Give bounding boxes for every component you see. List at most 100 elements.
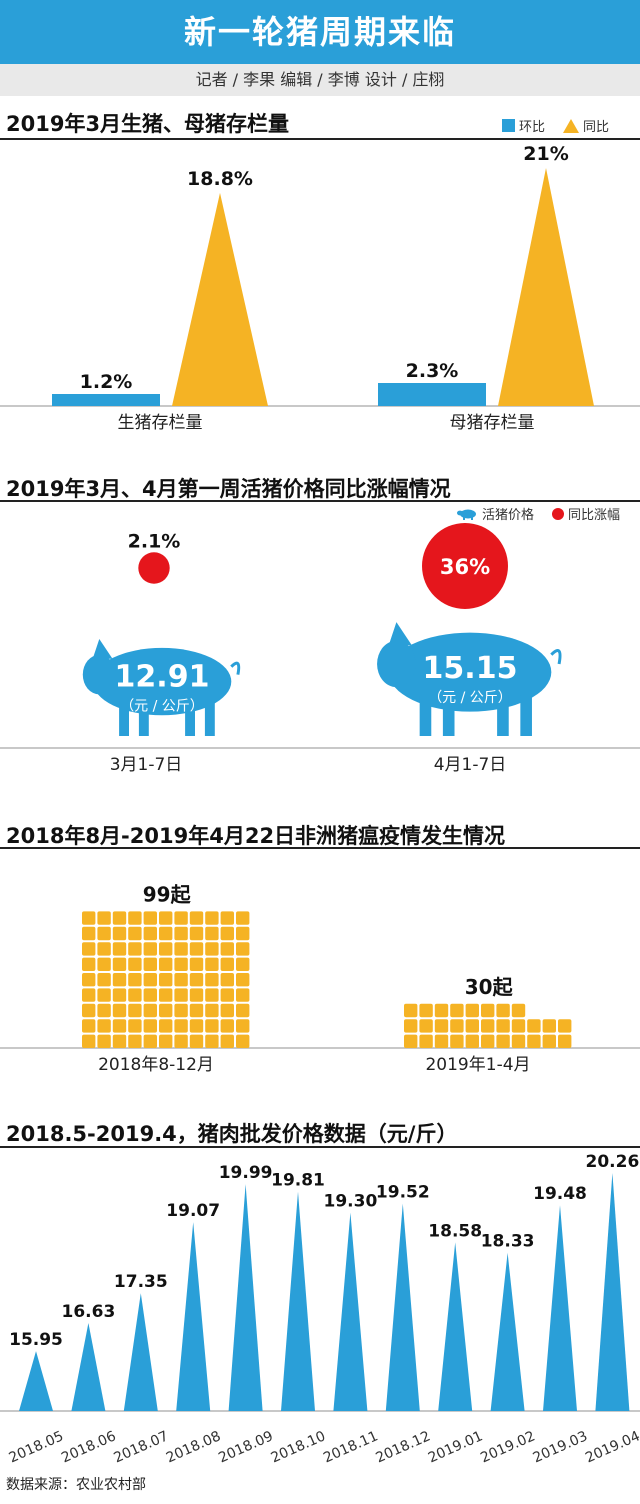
case-cell — [236, 973, 250, 987]
case-cell — [112, 988, 127, 1002]
chart-swine-fever: 99起 2018年8-12月 30起 2019年1-4月 — [0, 882, 640, 1075]
pig-price-mark — [82, 638, 241, 736]
case-cell — [112, 942, 127, 956]
case-cell — [128, 973, 142, 987]
case-cell — [450, 1034, 464, 1048]
price-spike — [595, 1173, 630, 1411]
chart-livestock-stock: 1.2% 18.8% 生猪存栏量 2.3% 21% 母猪存栏量 — [0, 143, 640, 433]
case-cell — [465, 1019, 479, 1033]
credits-line: 记者 / 李果 编辑 / 李博 设计 / 庄栩 — [0, 64, 640, 96]
section4-title: 2018.5-2019.4，猪肉批发价格数据（元/斤） — [6, 1122, 458, 1146]
case-cell — [143, 973, 157, 987]
growth-dot — [422, 523, 508, 609]
case-cell — [143, 1019, 157, 1033]
case-cell — [97, 942, 111, 956]
pig-leg — [520, 695, 532, 736]
legend-mom-label: 环比 — [519, 120, 546, 135]
case-cell — [434, 1019, 449, 1033]
case-cell — [542, 1019, 556, 1033]
price-unit-label: （元 / 公斤） — [120, 699, 204, 715]
growth-value-label: 2.1% — [128, 530, 181, 552]
mom-value-label: 1.2% — [80, 371, 133, 393]
case-cell — [128, 1003, 142, 1018]
pig-price-mark — [377, 622, 562, 736]
case-cell — [159, 1034, 173, 1048]
section1-legend: 环比 同比 — [502, 116, 609, 135]
case-cell — [496, 1003, 510, 1018]
case-cell — [112, 973, 127, 987]
month-tick-label: 2019.01 — [426, 1428, 485, 1466]
case-cell — [128, 1019, 142, 1033]
case-cell — [511, 1003, 526, 1018]
case-cell — [82, 942, 96, 956]
case-cell — [236, 988, 250, 1002]
case-cell — [236, 1019, 250, 1033]
case-cell — [97, 1019, 111, 1033]
case-cell — [97, 973, 111, 987]
case-cell — [128, 911, 142, 925]
section2-legend: 活猪价格 同比涨幅 — [456, 504, 620, 523]
case-cell — [434, 1003, 449, 1018]
category-label: 3月1-7日 — [110, 755, 183, 775]
case-cell — [189, 973, 204, 987]
category-label: 母猪存栏量 — [450, 413, 535, 433]
pig-head — [377, 640, 416, 688]
legend-triangle-icon — [563, 118, 580, 133]
case-cell — [496, 1034, 510, 1048]
price-value-label: 19.30 — [324, 1192, 378, 1212]
price-value-label: 19.52 — [376, 1183, 430, 1203]
case-cell — [82, 1034, 96, 1048]
price-spike — [543, 1205, 577, 1411]
price-spike — [281, 1191, 315, 1411]
case-cell — [404, 1003, 418, 1018]
case-cell — [481, 1003, 495, 1018]
case-cell — [174, 988, 188, 1002]
case-cell — [527, 1019, 541, 1033]
case-cell — [220, 988, 234, 1002]
case-cell — [128, 1034, 142, 1048]
price-spike — [490, 1252, 525, 1411]
price-spike — [438, 1242, 473, 1411]
case-cell — [220, 957, 234, 971]
section1-rule — [0, 138, 640, 140]
price-value-label: 15.95 — [9, 1330, 63, 1350]
case-cell — [174, 942, 188, 956]
price-unit-label: （元 / 公斤） — [428, 690, 512, 706]
price-value-label: 20.26 — [586, 1152, 640, 1172]
case-cell — [82, 1003, 96, 1018]
yoy-triangle — [498, 168, 594, 406]
price-value-label: 17.35 — [114, 1272, 168, 1292]
case-cell — [189, 957, 204, 971]
case-cell — [174, 973, 188, 987]
case-cell — [97, 1003, 111, 1018]
case-cell — [159, 1003, 173, 1018]
price-spike — [71, 1322, 106, 1411]
case-cell — [128, 942, 142, 956]
source-note: 数据来源：农业农村部 — [6, 1477, 146, 1493]
case-cell — [220, 1019, 234, 1033]
case-cell — [236, 1034, 250, 1048]
case-cell — [159, 973, 173, 987]
month-tick-label: 2018.10 — [269, 1428, 328, 1466]
section1-title: 2019年3月生猪、母猪存栏量 — [6, 112, 290, 136]
case-cell — [112, 926, 127, 941]
case-cell — [143, 957, 157, 971]
case-cell — [189, 1003, 204, 1018]
case-cell — [205, 1034, 219, 1048]
pig-leg — [138, 701, 149, 736]
pig-body — [388, 632, 552, 712]
case-cell — [542, 1034, 556, 1048]
case-cell — [434, 1034, 449, 1048]
case-cell — [481, 1034, 495, 1048]
section2-rule — [0, 500, 640, 502]
mom-value-label: 2.3% — [406, 360, 459, 382]
month-tick-label: 2018.06 — [59, 1428, 118, 1466]
case-cell — [174, 957, 188, 971]
case-cell — [189, 988, 204, 1002]
pig-leg — [419, 695, 432, 736]
case-cell — [97, 926, 111, 941]
case-cell — [82, 988, 96, 1002]
case-cell — [143, 1034, 157, 1048]
case-cell — [205, 988, 219, 1002]
price-value-label: 12.91 — [115, 660, 210, 695]
